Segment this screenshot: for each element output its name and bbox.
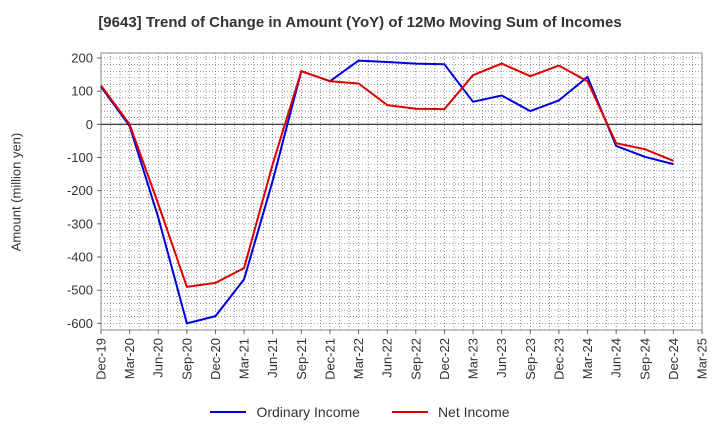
x-tick-label: Dec-22 [437,338,452,380]
legend-label-net-income: Net Income [437,404,510,420]
x-tick-label: Sep-22 [408,338,423,380]
y-tick-label: 0 [86,117,93,132]
x-tick-label: Sep-21 [294,338,309,380]
x-tick-label: Sep-24 [637,338,652,380]
series-line-net-income [100,62,674,288]
x-tick-label: Jun-21 [265,338,280,378]
legend-swatch-ordinary-income [210,411,247,413]
y-tick-label: -300 [67,216,93,231]
x-tick-label: Mar-22 [351,338,366,379]
legend-item-ordinary-income: Ordinary Income [210,404,360,420]
x-tick-label: Jun-20 [151,338,166,378]
series-line-ordinary-income [100,59,674,325]
chart-title: [9643] Trend of Change in Amount (YoY) o… [98,14,622,31]
x-tick-label: Mar-21 [237,338,252,379]
plot-frame [100,52,703,331]
legend-label-ordinary-income: Ordinary Income [256,404,360,420]
x-tick-label: Sep-20 [179,338,194,380]
x-tick-label: Dec-20 [208,338,223,380]
y-tick-label: -400 [67,250,93,265]
legend-item-net-income: Net Income [391,404,510,420]
legend: Ordinary Income Net Income [0,404,720,420]
x-tick-label: Mar-25 [695,338,710,379]
x-tick-label: Mar-24 [580,338,595,379]
y-tick-label: 100 [71,84,93,99]
x-tick-label: Dec-24 [666,338,681,380]
x-tick-label: Dec-23 [551,338,566,380]
x-tick-label: Dec-19 [94,338,109,380]
x-tick-label: Jun-24 [609,338,624,378]
y-tick-label: -200 [67,183,93,198]
x-tick-label: Jun-23 [494,338,509,378]
y-tick-label: -600 [67,316,93,331]
series-lines [100,59,674,325]
x-tick-label: Mar-20 [122,338,137,379]
x-tick-label: Mar-23 [466,338,481,379]
y-tick-label: -100 [67,150,93,165]
x-tick-label: Dec-21 [322,338,337,380]
grid [100,53,702,330]
axes [97,52,703,334]
x-tick-label: Jun-22 [380,338,395,378]
x-tick-label: Sep-23 [523,338,538,380]
y-tick-label: 200 [71,50,93,65]
y-tick-label: -500 [67,283,93,298]
legend-swatch-net-income [391,411,428,413]
